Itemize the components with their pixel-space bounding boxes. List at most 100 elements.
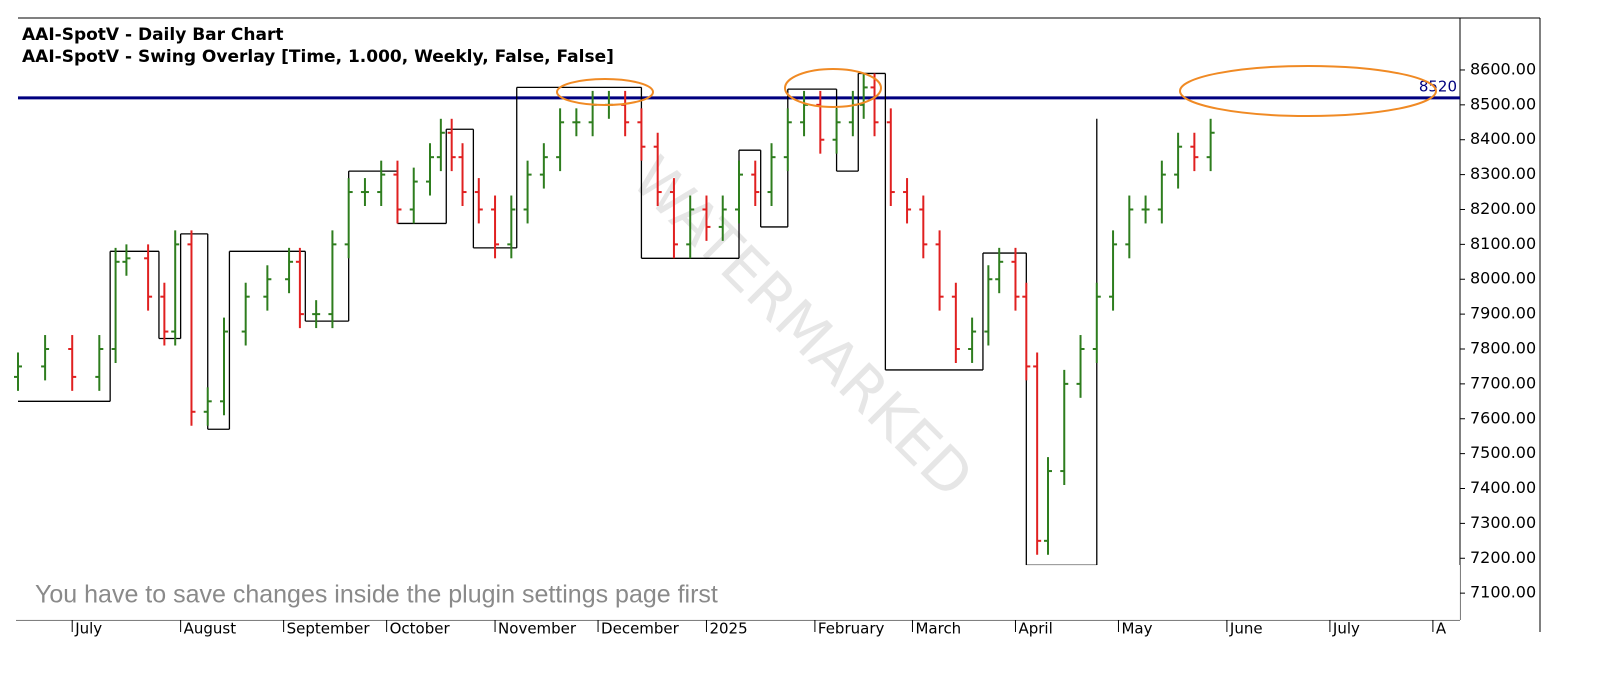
price-bar — [171, 230, 180, 346]
price-bar — [1141, 195, 1150, 224]
price-bar — [751, 160, 760, 206]
price-bar — [1206, 118, 1215, 172]
price-bar — [95, 335, 104, 391]
x-tick-label: June — [1229, 620, 1263, 638]
x-tick-label: April — [1018, 620, 1052, 638]
price-bar — [285, 247, 294, 294]
price-bar — [951, 282, 960, 363]
price-bar — [919, 195, 928, 259]
y-tick-label: 8300.00 — [1470, 164, 1536, 183]
price-bar — [409, 167, 418, 224]
chart-title: AAI-SpotV - Daily Bar Chart — [22, 25, 284, 45]
price-bar — [984, 265, 993, 346]
x-tick-label: September — [287, 620, 371, 638]
y-tick-label: 8400.00 — [1470, 129, 1536, 148]
y-tick-label: 7300.00 — [1470, 513, 1536, 532]
price-bar — [718, 195, 727, 241]
price-bar — [360, 178, 369, 206]
highlight-ellipse — [1179, 65, 1437, 117]
highlight-ellipse — [784, 68, 882, 108]
price-bar — [886, 108, 895, 206]
y-tick-label: 7700.00 — [1470, 373, 1536, 392]
price-bar — [41, 335, 50, 381]
price-bar — [637, 108, 646, 161]
price-bar — [295, 247, 304, 329]
price-bar — [241, 282, 250, 346]
price-bar — [572, 108, 581, 137]
y-tick-label: 7200.00 — [1470, 548, 1536, 567]
x-tick-label: July — [74, 620, 102, 638]
price-bar — [783, 108, 792, 172]
price-bar — [995, 247, 1004, 294]
price-bar — [1174, 132, 1183, 189]
x-tick-label: A — [1436, 620, 1447, 638]
price-bar — [1125, 195, 1134, 259]
price-bar — [539, 143, 548, 189]
price-bar — [160, 282, 169, 346]
y-tick-label: 7600.00 — [1470, 408, 1536, 427]
x-tick-label: February — [818, 620, 885, 638]
price-bar — [312, 300, 321, 329]
price-bar — [187, 230, 196, 426]
highlight-ellipse — [556, 78, 654, 106]
x-tick-label: May — [1121, 620, 1152, 638]
y-tick-label: 8500.00 — [1470, 94, 1536, 113]
x-tick-label: March — [915, 620, 961, 638]
notice: You have to save changes inside the plug… — [35, 581, 718, 609]
price-bar — [1060, 369, 1069, 486]
x-tick-label: October — [390, 620, 451, 638]
price-bar — [669, 178, 678, 259]
y-tick-label: 7100.00 — [1470, 583, 1536, 602]
price-bar — [1044, 457, 1052, 555]
y-tick-label: 8600.00 — [1470, 59, 1536, 78]
price-bar — [1109, 230, 1118, 311]
x-tick-label: July — [1332, 620, 1360, 638]
y-tick-label: 8000.00 — [1470, 269, 1536, 288]
x-tick-label: November — [498, 620, 577, 638]
price-bar — [14, 352, 22, 391]
price-bar — [474, 178, 483, 224]
price-bar — [686, 195, 695, 259]
y-tick-label: 7500.00 — [1470, 443, 1536, 462]
price-bar — [556, 108, 565, 172]
price-bar — [1076, 335, 1085, 398]
price-bar — [702, 195, 711, 241]
price-bar — [491, 195, 500, 259]
price-bar — [1092, 282, 1101, 363]
price-bar — [859, 73, 868, 119]
price-bar — [68, 335, 77, 391]
price-bar — [832, 108, 841, 154]
y-tick-label: 7800.00 — [1470, 338, 1536, 357]
price-bar — [111, 247, 120, 363]
price-bar — [935, 230, 944, 311]
price-bar — [144, 244, 153, 311]
chart-subtitle: AAI-SpotV - Swing Overlay [Time, 1.000, … — [22, 47, 614, 67]
price-bar — [1011, 247, 1020, 311]
price-bar — [263, 265, 272, 311]
x-tick-label: August — [184, 620, 237, 638]
price-bar — [968, 317, 977, 363]
price-bar — [507, 195, 516, 259]
price-bar — [1022, 282, 1031, 381]
y-tick-label: 7400.00 — [1470, 478, 1536, 497]
price-bar — [436, 118, 445, 172]
price-bar — [377, 160, 386, 206]
price-bar — [426, 143, 434, 196]
price-bar — [458, 143, 467, 206]
price-bar — [903, 178, 912, 224]
price-bar — [816, 90, 825, 154]
price-bar — [344, 178, 353, 259]
price-bar — [122, 244, 131, 276]
x-tick-label: 2025 — [709, 620, 747, 638]
price-bar — [447, 118, 456, 172]
price-bar — [1157, 160, 1166, 224]
price-bar — [523, 160, 532, 224]
price-bar — [220, 317, 228, 416]
price-bar — [203, 387, 212, 426]
price-bar — [870, 73, 879, 137]
price-bar — [1033, 352, 1042, 555]
price-bar — [393, 160, 402, 224]
y-tick-label: 8100.00 — [1470, 234, 1536, 253]
